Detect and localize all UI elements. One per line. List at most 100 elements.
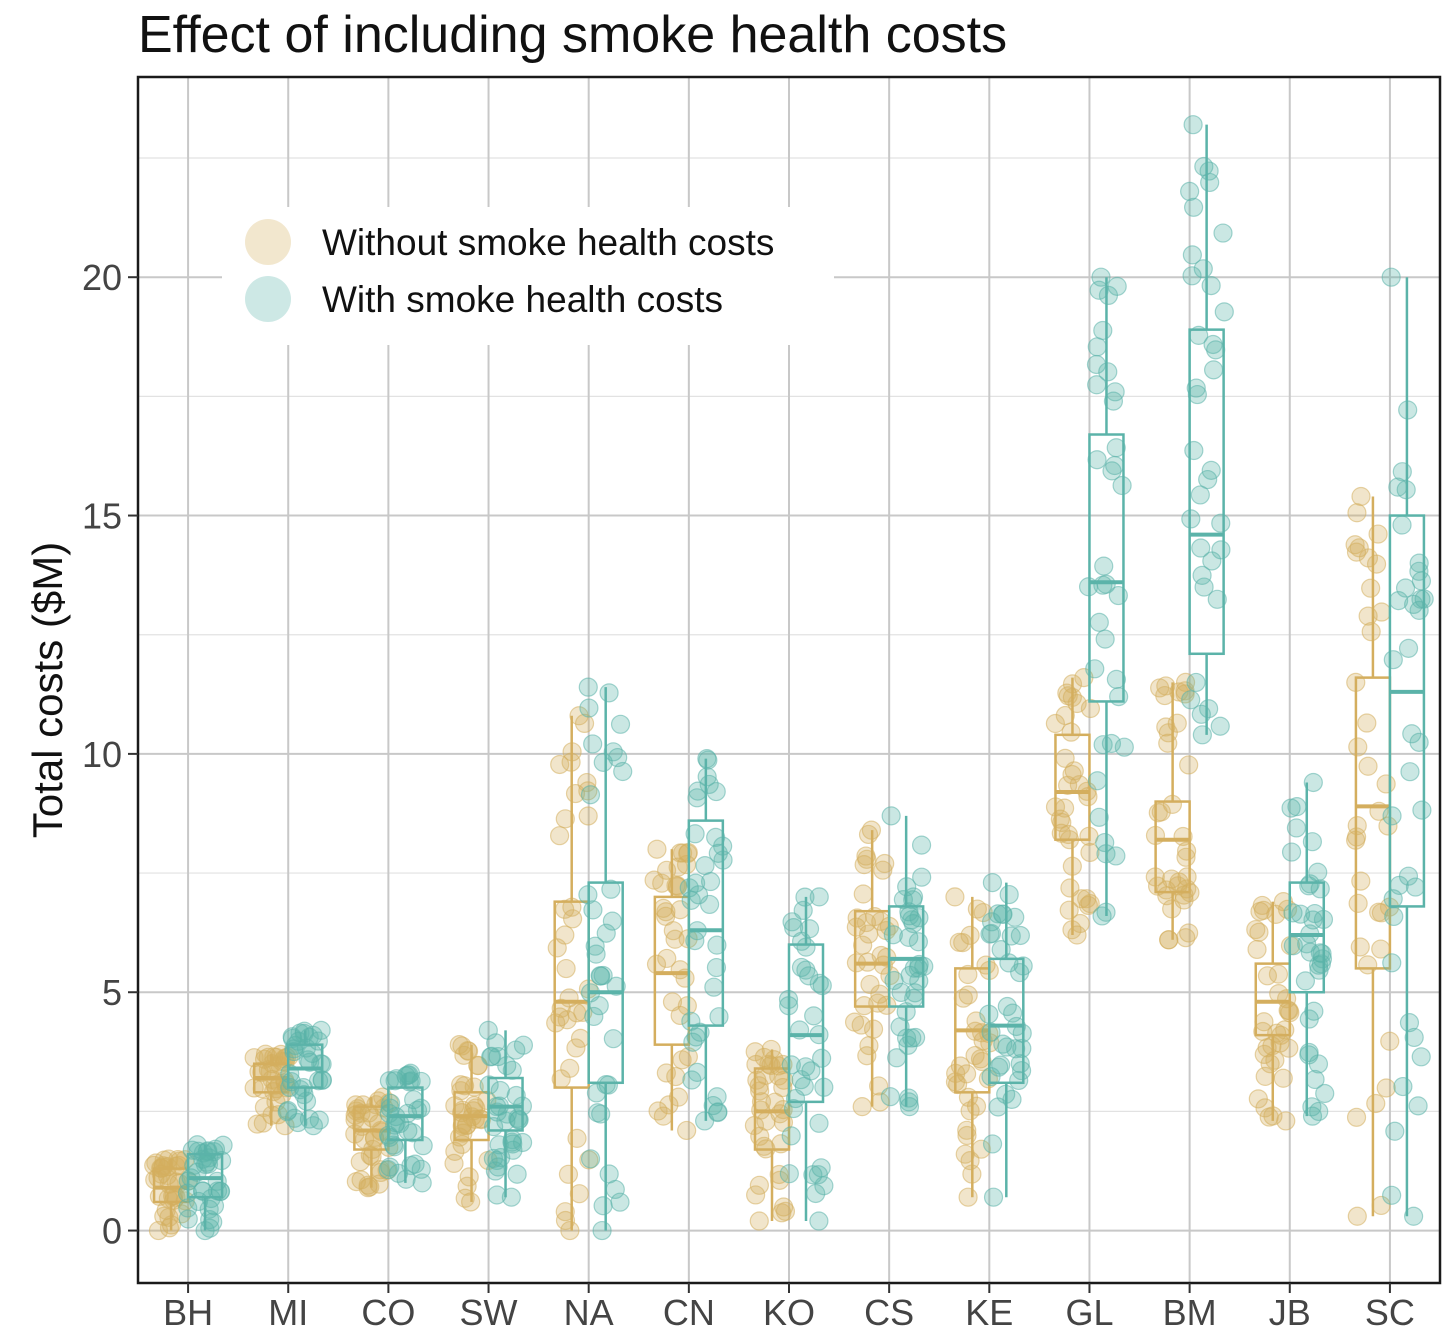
data-point bbox=[796, 1057, 816, 1077]
data-point bbox=[1060, 878, 1080, 898]
data-point bbox=[980, 924, 1000, 944]
data-point bbox=[1299, 1042, 1319, 1063]
data-point bbox=[1358, 756, 1378, 776]
data-point bbox=[881, 806, 901, 826]
data-point bbox=[958, 964, 978, 985]
data-point bbox=[457, 1176, 477, 1196]
data-point bbox=[1077, 889, 1097, 909]
box-iqr bbox=[1254, 962, 1292, 1037]
data-point bbox=[659, 1095, 679, 1115]
data-point bbox=[503, 1140, 523, 1160]
data-point bbox=[1381, 267, 1401, 287]
data-point bbox=[1383, 650, 1403, 670]
x-tick-label: JB bbox=[1269, 1292, 1311, 1333]
data-point bbox=[750, 1081, 770, 1101]
data-point bbox=[1295, 971, 1316, 991]
data-point bbox=[555, 1202, 575, 1222]
data-point bbox=[781, 1126, 801, 1146]
data-point bbox=[178, 1209, 198, 1229]
box-iqr bbox=[487, 1076, 524, 1132]
box-iqr bbox=[687, 819, 725, 1027]
data-point bbox=[707, 935, 727, 955]
data-point bbox=[1009, 1070, 1029, 1091]
data-point bbox=[1214, 302, 1234, 322]
data-point bbox=[749, 1175, 769, 1195]
data-point bbox=[583, 734, 603, 754]
data-point bbox=[981, 912, 1002, 932]
data-point bbox=[412, 1173, 432, 1193]
data-point bbox=[685, 824, 705, 844]
data-point bbox=[360, 1177, 380, 1197]
data-point bbox=[1248, 1089, 1268, 1109]
data-point bbox=[598, 1075, 618, 1095]
data-point bbox=[791, 957, 812, 978]
data-point bbox=[1283, 936, 1303, 956]
data-point bbox=[1409, 561, 1429, 581]
box-iqr bbox=[1054, 733, 1091, 841]
x-tick-label: KO bbox=[763, 1292, 815, 1333]
data-point bbox=[507, 1164, 527, 1184]
data-point bbox=[603, 742, 623, 762]
data-point bbox=[1187, 384, 1207, 405]
data-point bbox=[1012, 1038, 1032, 1059]
data-point bbox=[1174, 890, 1194, 910]
data-point bbox=[591, 1104, 611, 1124]
data-point bbox=[506, 1040, 526, 1060]
data-point bbox=[579, 1150, 599, 1170]
data-point bbox=[983, 1187, 1004, 1207]
box-iqr bbox=[1388, 514, 1426, 908]
legend-background bbox=[222, 207, 834, 345]
data-point bbox=[482, 1046, 502, 1066]
data-point bbox=[1203, 334, 1223, 355]
data-point bbox=[1192, 565, 1212, 585]
data-point bbox=[999, 884, 1019, 905]
data-point bbox=[981, 1022, 1001, 1042]
data-point bbox=[1286, 818, 1307, 838]
data-point bbox=[1192, 725, 1212, 745]
data-point bbox=[1182, 266, 1202, 286]
data-point bbox=[1200, 172, 1220, 193]
data-point bbox=[873, 860, 893, 880]
data-point bbox=[290, 1080, 310, 1100]
data-point bbox=[683, 1032, 703, 1052]
data-point bbox=[569, 1184, 589, 1204]
data-point bbox=[1167, 713, 1187, 733]
data-point bbox=[997, 996, 1017, 1017]
data-point bbox=[603, 1029, 623, 1049]
box-iqr bbox=[753, 1067, 791, 1151]
data-point bbox=[854, 855, 874, 875]
x-tick-label: BM bbox=[1163, 1292, 1217, 1333]
data-point bbox=[809, 1211, 829, 1231]
data-point bbox=[775, 1201, 796, 1221]
x-tick-label: NA bbox=[564, 1292, 614, 1333]
data-point bbox=[586, 944, 606, 964]
data-point bbox=[1347, 503, 1367, 523]
data-point bbox=[1351, 871, 1371, 891]
plot-marks bbox=[144, 115, 1434, 1241]
data-point bbox=[695, 855, 715, 876]
data-point bbox=[1102, 461, 1122, 481]
data-point bbox=[599, 683, 619, 703]
data-point bbox=[1382, 1185, 1402, 1205]
data-point bbox=[1176, 841, 1197, 861]
data-point bbox=[213, 1135, 233, 1155]
axes: 0 5 10 15 20 BH MI CO SW NA CN KO CS KE GL BM JB SC bbox=[82, 257, 1415, 1333]
data-point bbox=[1358, 548, 1379, 568]
data-point bbox=[596, 923, 616, 943]
data-point bbox=[858, 824, 879, 845]
data-point bbox=[1309, 1101, 1329, 1122]
data-point bbox=[1067, 693, 1087, 714]
data-point bbox=[1203, 360, 1224, 380]
data-point bbox=[1408, 1096, 1428, 1116]
data-point bbox=[1308, 862, 1328, 882]
data-point bbox=[1010, 925, 1030, 946]
data-point bbox=[1186, 378, 1206, 398]
data-point bbox=[1098, 285, 1119, 306]
data-point bbox=[687, 1062, 707, 1082]
data-point bbox=[1348, 737, 1368, 757]
data-point bbox=[997, 1037, 1017, 1057]
data-point bbox=[384, 1137, 405, 1157]
data-point bbox=[1290, 904, 1311, 924]
data-point bbox=[706, 957, 727, 978]
data-point bbox=[567, 1003, 587, 1023]
